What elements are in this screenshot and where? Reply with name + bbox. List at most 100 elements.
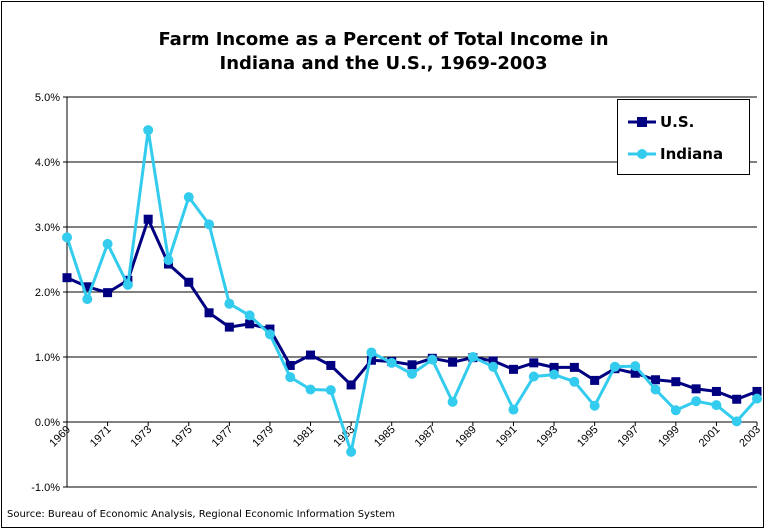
data-point-us: [82, 282, 92, 292]
x-tick-label: 1971: [88, 424, 114, 450]
data-point-us: [62, 273, 72, 283]
data-point-indiana: [691, 396, 702, 407]
data-point-indiana: [447, 396, 458, 407]
data-point-us: [346, 380, 356, 390]
x-tick-label: 1991: [494, 424, 520, 450]
data-point-us: [184, 277, 194, 287]
data-point-indiana: [488, 361, 499, 372]
series-layer: [62, 125, 762, 457]
legend-label-indiana: Indiana: [660, 145, 724, 163]
data-point-indiana: [325, 385, 336, 396]
data-point-indiana: [163, 255, 174, 266]
data-point-us: [691, 384, 701, 394]
data-point-indiana: [467, 352, 478, 362]
data-point-indiana: [630, 361, 641, 372]
x-tick-label: 1979: [250, 424, 276, 450]
data-point-indiana: [285, 372, 296, 383]
data-point-us: [366, 355, 376, 365]
data-point-indiana: [204, 219, 215, 230]
data-point-indiana: [82, 294, 93, 305]
data-point-us: [630, 368, 640, 378]
x-tick-label: 1993: [534, 424, 560, 450]
data-point-indiana: [183, 192, 194, 203]
x-tick-label: 1981: [291, 424, 317, 450]
x-tick-label: 1987: [413, 424, 439, 450]
data-point-indiana: [752, 393, 762, 404]
legend-swatch-indiana: [628, 149, 656, 159]
y-tick-label: 3.0%: [35, 222, 60, 234]
data-point-indiana: [609, 361, 620, 372]
legend-swatch-us: [628, 117, 656, 127]
data-point-us: [265, 324, 275, 334]
data-point-us: [245, 319, 255, 329]
x-tick-label: 1975: [169, 424, 195, 450]
data-point-us: [407, 360, 417, 370]
data-point-us: [549, 362, 559, 372]
data-point-us: [488, 356, 498, 366]
data-point-indiana: [528, 371, 539, 382]
y-tick-label: -1.0%: [31, 482, 60, 494]
data-point-indiana: [366, 347, 377, 358]
data-point-indiana: [305, 384, 316, 395]
data-point-indiana: [386, 357, 397, 368]
data-point-us: [590, 375, 600, 385]
data-point-us: [204, 308, 214, 318]
data-point-us: [529, 358, 539, 368]
data-point-us: [224, 322, 234, 332]
data-point-indiana: [650, 384, 661, 395]
data-point-indiana: [143, 125, 154, 136]
x-tick-label: 1999: [656, 424, 682, 450]
chart-title: Farm Income as a Percent of Total Income…: [0, 28, 767, 76]
data-point-indiana: [670, 405, 681, 416]
chart-title-line-1: Farm Income as a Percent of Total Income…: [158, 29, 609, 50]
y-tick-label: 5.0%: [35, 92, 60, 104]
data-point-indiana: [731, 416, 742, 427]
x-tick-label: 1985: [372, 424, 398, 450]
data-point-us: [671, 377, 681, 387]
data-point-indiana: [549, 369, 560, 380]
x-tick-label: 1973: [128, 424, 154, 450]
x-tick-label: 1997: [616, 424, 642, 450]
data-point-indiana: [102, 238, 113, 249]
legend-item-us: U.S.: [626, 112, 750, 132]
data-point-indiana: [569, 376, 580, 387]
data-point-indiana: [346, 446, 357, 457]
x-tick-label: 1995: [575, 424, 601, 450]
y-tick-label: 1.0%: [35, 352, 60, 364]
x-tick-label: 2003: [737, 424, 763, 450]
legend-label-us: U.S.: [660, 113, 695, 131]
data-point-us: [326, 360, 336, 370]
data-point-indiana: [711, 400, 722, 411]
y-tick-label: 2.0%: [35, 287, 60, 299]
data-point-us: [732, 394, 742, 404]
data-point-indiana: [244, 310, 255, 321]
data-point-us: [711, 386, 721, 396]
x-tick-label: 2001: [697, 424, 723, 450]
data-point-us: [508, 364, 518, 374]
data-point-indiana: [508, 404, 519, 415]
chart-title-line-2: Indiana and the U.S., 1969-2003: [219, 53, 548, 74]
data-point-indiana: [264, 329, 275, 340]
data-point-us: [569, 362, 579, 372]
y-tick-label: 0.0%: [35, 417, 60, 429]
data-point-us: [103, 288, 113, 298]
data-point-us: [306, 350, 316, 360]
data-point-indiana: [62, 232, 72, 243]
data-point-indiana: [224, 298, 235, 309]
source-note: Source: Bureau of Economic Analysis, Reg…: [7, 509, 396, 520]
data-point-indiana: [122, 279, 133, 290]
data-point-indiana: [407, 368, 417, 379]
legend: U.S. Indiana: [617, 99, 750, 175]
data-point-indiana: [427, 354, 438, 365]
series-line-indiana: [65, 128, 759, 454]
data-point-us: [143, 214, 153, 224]
y-tick-label: 4.0%: [35, 157, 60, 169]
x-tick-label: 1977: [210, 424, 236, 450]
data-point-us: [448, 357, 458, 367]
data-point-us: [752, 386, 762, 396]
x-tick-label: 1989: [453, 424, 479, 450]
legend-item-indiana: Indiana: [626, 144, 750, 164]
data-point-us: [285, 360, 295, 370]
data-point-indiana: [589, 400, 600, 411]
